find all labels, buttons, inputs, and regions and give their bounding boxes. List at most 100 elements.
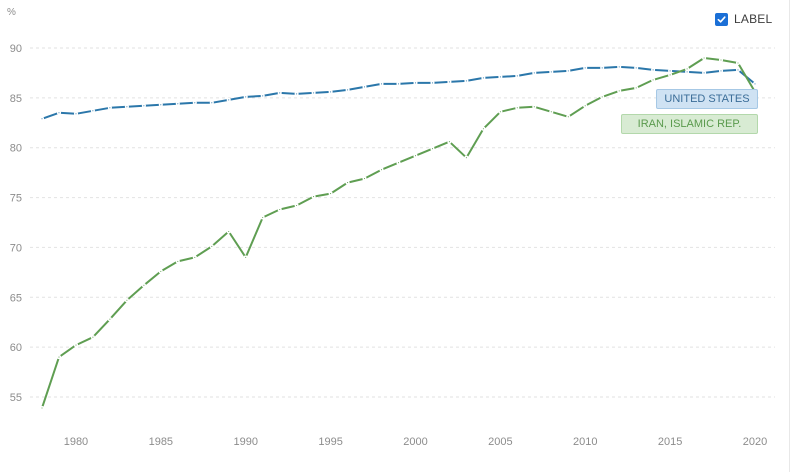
data-point-united-states[interactable] — [752, 81, 758, 86]
data-point-united-states[interactable] — [39, 116, 45, 121]
data-point-united-states[interactable] — [328, 89, 333, 94]
data-point-united-states[interactable] — [209, 100, 214, 105]
data-point-united-states[interactable] — [311, 90, 316, 95]
data-point-iran-islamic-rep[interactable] — [124, 298, 129, 303]
data-point-united-states[interactable] — [260, 93, 265, 98]
data-point-iran-islamic-rep[interactable] — [600, 94, 605, 99]
data-point-iran-islamic-rep[interactable] — [260, 215, 265, 220]
x-tick-label: 2020 — [743, 436, 767, 448]
data-point-iran-islamic-rep[interactable] — [56, 355, 62, 360]
data-point-united-states[interactable] — [396, 81, 401, 86]
data-point-united-states[interactable] — [56, 110, 62, 115]
data-point-iran-islamic-rep[interactable] — [549, 109, 554, 114]
data-point-iran-islamic-rep[interactable] — [243, 255, 248, 260]
data-point-united-states[interactable] — [175, 101, 180, 106]
data-point-united-states[interactable] — [345, 87, 350, 92]
data-point-united-states[interactable] — [481, 75, 486, 80]
data-point-iran-islamic-rep[interactable] — [532, 104, 537, 109]
data-point-iran-islamic-rep[interactable] — [192, 255, 197, 260]
data-point-united-states[interactable] — [192, 100, 197, 105]
data-point-united-states[interactable] — [243, 94, 248, 99]
data-point-united-states[interactable] — [651, 67, 656, 72]
data-point-united-states[interactable] — [634, 65, 639, 70]
data-point-iran-islamic-rep[interactable] — [226, 229, 231, 234]
data-point-united-states[interactable] — [735, 67, 741, 72]
data-point-united-states[interactable] — [464, 78, 469, 83]
label-toggle[interactable]: LABEL — [715, 12, 772, 26]
data-point-iran-islamic-rep[interactable] — [651, 77, 656, 82]
data-point-iran-islamic-rep[interactable] — [209, 244, 214, 249]
data-point-united-states[interactable] — [124, 104, 129, 109]
data-point-iran-islamic-rep[interactable] — [413, 153, 418, 158]
data-point-iran-islamic-rep[interactable] — [430, 146, 435, 151]
data-point-iran-islamic-rep[interactable] — [735, 60, 741, 66]
y-tick-label: 85 — [10, 93, 22, 105]
data-point-united-states[interactable] — [379, 81, 384, 86]
y-tick-label: 65 — [10, 292, 22, 304]
data-point-iran-islamic-rep[interactable] — [634, 85, 639, 90]
data-point-united-states[interactable] — [107, 105, 112, 110]
data-point-united-states[interactable] — [413, 80, 418, 85]
data-point-united-states[interactable] — [362, 84, 367, 89]
data-point-iran-islamic-rep[interactable] — [617, 88, 622, 93]
data-point-united-states[interactable] — [718, 68, 724, 73]
y-tick-label: 75 — [10, 193, 22, 205]
data-point-iran-islamic-rep[interactable] — [73, 343, 79, 348]
data-point-iran-islamic-rep[interactable] — [498, 109, 503, 114]
data-point-iran-islamic-rep[interactable] — [311, 194, 316, 199]
data-point-united-states[interactable] — [549, 69, 554, 74]
data-point-iran-islamic-rep[interactable] — [175, 259, 180, 264]
data-point-iran-islamic-rep[interactable] — [702, 55, 707, 61]
data-point-united-states[interactable] — [294, 91, 299, 96]
data-point-united-states[interactable] — [226, 97, 231, 102]
data-point-united-states[interactable] — [277, 90, 282, 95]
data-point-iran-islamic-rep[interactable] — [90, 335, 95, 340]
series-line-iran-islamic-rep — [41, 57, 756, 409]
data-point-united-states[interactable] — [90, 108, 95, 113]
data-point-iran-islamic-rep[interactable] — [39, 405, 45, 411]
data-point-iran-islamic-rep[interactable] — [328, 191, 333, 196]
data-point-iran-islamic-rep[interactable] — [158, 269, 163, 274]
data-point-iran-islamic-rep[interactable] — [362, 176, 367, 181]
data-point-united-states[interactable] — [617, 64, 622, 69]
series-group — [39, 55, 758, 411]
data-point-united-states[interactable] — [685, 69, 690, 74]
data-point-united-states[interactable] — [447, 79, 452, 84]
label-checkbox[interactable] — [715, 12, 728, 26]
data-point-united-states[interactable] — [702, 70, 707, 75]
data-point-iran-islamic-rep[interactable] — [447, 139, 452, 144]
y-axis-labels: 55 60 65 70 75 80 85 90 — [10, 43, 22, 404]
data-point-iran-islamic-rep[interactable] — [277, 207, 282, 212]
series-iran-islamic-rep — [39, 55, 758, 411]
x-tick-label: 2000 — [403, 436, 427, 448]
data-point-united-states[interactable] — [532, 70, 537, 75]
data-point-united-states[interactable] — [583, 65, 588, 70]
label-toggle-text: LABEL — [734, 12, 773, 26]
y-tick-label: 90 — [10, 43, 22, 55]
series-label-united-states: UNITED STATES — [656, 89, 758, 109]
data-point-iran-islamic-rep[interactable] — [566, 114, 571, 119]
data-point-iran-islamic-rep[interactable] — [107, 317, 112, 322]
data-point-iran-islamic-rep[interactable] — [379, 167, 384, 172]
data-point-united-states[interactable] — [141, 103, 146, 108]
data-point-united-states[interactable] — [158, 102, 163, 107]
data-point-iran-islamic-rep[interactable] — [668, 72, 673, 77]
data-point-iran-islamic-rep[interactable] — [685, 66, 690, 71]
data-point-iran-islamic-rep[interactable] — [464, 155, 469, 160]
data-point-iran-islamic-rep[interactable] — [481, 126, 486, 131]
data-point-united-states[interactable] — [498, 74, 503, 79]
data-point-iran-islamic-rep[interactable] — [515, 105, 520, 110]
data-point-united-states[interactable] — [600, 65, 605, 70]
data-point-iran-islamic-rep[interactable] — [583, 103, 588, 108]
data-point-iran-islamic-rep[interactable] — [294, 203, 299, 208]
data-point-iran-islamic-rep[interactable] — [396, 160, 401, 165]
data-point-united-states[interactable] — [668, 68, 673, 73]
data-point-iran-islamic-rep[interactable] — [345, 180, 350, 185]
data-point-united-states[interactable] — [566, 68, 571, 73]
data-point-iran-islamic-rep[interactable] — [718, 57, 724, 63]
data-point-united-states[interactable] — [515, 73, 520, 78]
data-point-united-states[interactable] — [73, 111, 79, 116]
data-point-united-states[interactable] — [430, 80, 435, 85]
data-point-iran-islamic-rep[interactable] — [141, 283, 146, 288]
